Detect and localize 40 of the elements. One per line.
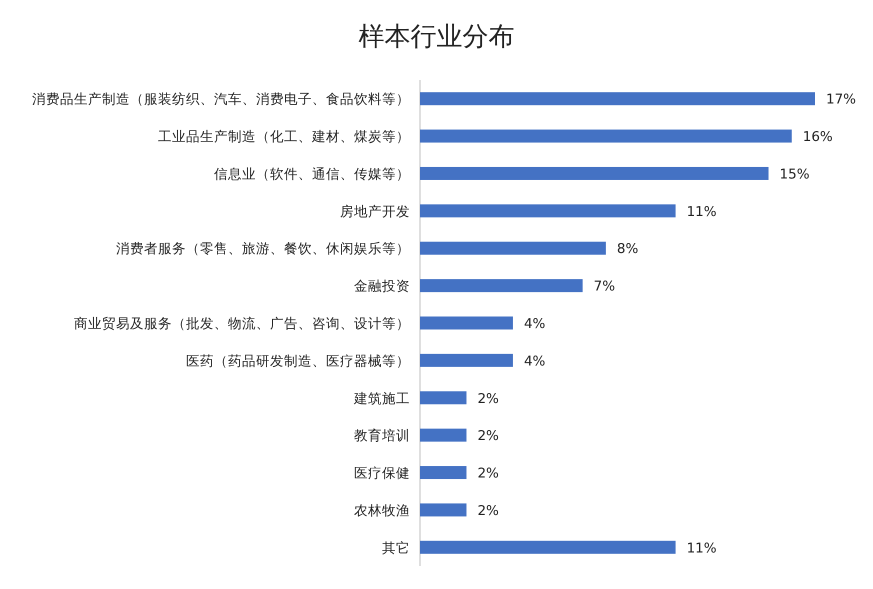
y-tick-label: 建筑施工 bbox=[353, 390, 410, 407]
y-tick-label: 房地产开发 bbox=[340, 204, 410, 220]
bar bbox=[420, 466, 466, 480]
data-label: 2% bbox=[477, 390, 500, 407]
data-label: 2% bbox=[477, 466, 500, 482]
data-label: 15% bbox=[780, 166, 810, 182]
bar bbox=[420, 391, 466, 404]
data-label: 11% bbox=[686, 540, 717, 556]
y-tick-label: 农林牧渔 bbox=[354, 502, 410, 519]
y-tick-label: 消费者服务（零售、旅游、餐饮、休闲娱乐等） bbox=[116, 241, 410, 258]
bar bbox=[420, 354, 513, 367]
bar bbox=[420, 428, 466, 442]
data-label: 16% bbox=[802, 129, 833, 146]
bar bbox=[420, 540, 676, 554]
data-label: 17% bbox=[826, 92, 856, 108]
bar bbox=[420, 503, 466, 516]
bar bbox=[420, 204, 676, 218]
chart-title: 样本行业分布 bbox=[358, 22, 514, 52]
data-label: 8% bbox=[616, 241, 638, 258]
data-label: 4% bbox=[524, 353, 546, 370]
y-tick-label: 工业品生产制造（化工、建材、煤炭等） bbox=[158, 129, 410, 146]
data-label: 2% bbox=[477, 502, 500, 519]
y-tick-label: 商业贸易及服务（批发、物流、广告、咨询、设计等） bbox=[74, 316, 410, 332]
y-tick-label: 其它 bbox=[382, 540, 410, 556]
y-tick-label: 信息业（软件、通信、传媒等） bbox=[214, 166, 410, 182]
bar bbox=[420, 130, 792, 143]
bar bbox=[420, 279, 583, 292]
y-tick-label: 教育培训 bbox=[354, 427, 410, 444]
data-label: 11% bbox=[686, 204, 717, 220]
data-label: 4% bbox=[524, 316, 546, 332]
y-tick-label: 医药（药品研发制造、医疗器械等） bbox=[186, 353, 410, 370]
bar bbox=[420, 316, 513, 330]
y-tick-label: 金融投资 bbox=[354, 278, 410, 295]
data-label: 7% bbox=[594, 278, 616, 295]
y-tick-label: 消费品生产制造（服装纺织、汽车、消费电子、食品饮料等） bbox=[32, 92, 410, 108]
y-tick-label: 医疗保健 bbox=[354, 466, 410, 482]
data-label: 2% bbox=[477, 428, 500, 444]
bar bbox=[420, 166, 769, 180]
bar bbox=[420, 92, 815, 106]
bar bbox=[420, 242, 606, 255]
